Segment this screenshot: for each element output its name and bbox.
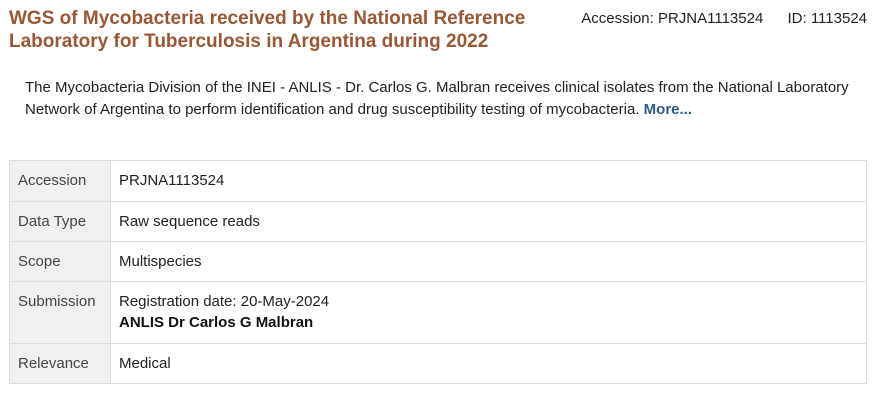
table-row: Relevance Medical <box>9 343 867 384</box>
project-identifiers: Accession: PRJNA1113524 ID: 1113524 <box>581 9 867 28</box>
page-title: WGS of Mycobacteria received by the Nati… <box>9 8 526 52</box>
description-text: The Mycobacteria Division of the INEI - … <box>25 79 849 118</box>
relevance-row-value: Medical <box>110 343 867 384</box>
more-link[interactable]: More... <box>643 101 692 118</box>
scope-row-label: Scope <box>9 241 111 282</box>
table-row: Submission Registration date: 20-May-202… <box>9 281 867 344</box>
submission-row-value: Registration date: 20-May-2024 ANLIS Dr … <box>110 281 867 344</box>
accession-row-value: PRJNA1113524 <box>110 160 867 202</box>
submitter-organization: ANLIS Dr Carlos G Malbran <box>119 314 314 331</box>
registration-date: Registration date: 20-May-2024 <box>119 293 330 310</box>
table-row: Accession PRJNA1113524 <box>9 160 867 202</box>
id-value: 1113524 <box>810 10 867 27</box>
data-type-row-label: Data Type <box>9 201 111 242</box>
id-label: ID: <box>787 10 807 27</box>
accession-row-label: Accession <box>9 160 111 202</box>
table-row: Data Type Raw sequence reads <box>9 201 867 242</box>
data-type-row-value: Raw sequence reads <box>110 201 867 242</box>
accession-value: PRJNA1113524 <box>657 10 764 27</box>
table-row: Scope Multispecies <box>9 241 867 282</box>
project-summary-table: Accession PRJNA1113524 Data Type Raw seq… <box>9 160 867 384</box>
project-header: WGS of Mycobacteria received by the Nati… <box>9 7 867 55</box>
relevance-row-label: Relevance <box>9 343 111 384</box>
accession-label: Accession: <box>581 10 654 27</box>
scope-row-value: Multispecies <box>110 241 867 282</box>
submission-row-label: Submission <box>9 281 111 344</box>
project-description: The Mycobacteria Division of the INEI - … <box>25 77 855 121</box>
